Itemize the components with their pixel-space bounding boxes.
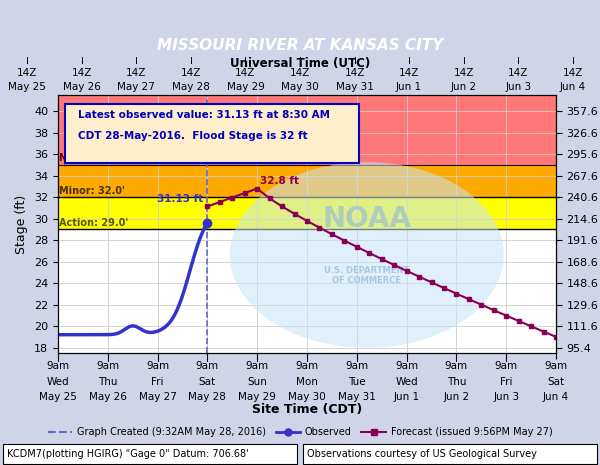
Text: 9am: 9am [494, 361, 518, 371]
Text: 14Z: 14Z [126, 67, 146, 78]
Text: Sat: Sat [547, 377, 565, 387]
Text: Jun 4: Jun 4 [543, 392, 569, 402]
Text: 9am: 9am [345, 361, 368, 371]
Text: Wed: Wed [395, 377, 418, 387]
Bar [58, 229, 556, 353]
Y-axis label: Stage (ft): Stage (ft) [16, 194, 28, 253]
Text: May 28: May 28 [188, 392, 226, 402]
Text: Sun: Sun [247, 377, 267, 387]
Text: 14Z: 14Z [399, 67, 419, 78]
Text: 14Z: 14Z [344, 67, 365, 78]
Text: May 27: May 27 [139, 392, 176, 402]
Text: 9am: 9am [196, 361, 219, 371]
Text: 9am: 9am [544, 361, 568, 371]
Text: 14Z: 14Z [17, 67, 37, 78]
Text: Thu: Thu [98, 377, 118, 387]
Text: 9am: 9am [46, 361, 70, 371]
Text: MISSOURI RIVER AT KANSAS CITY: MISSOURI RIVER AT KANSAS CITY [157, 39, 443, 53]
Text: U.S. DEPARTMENT
OF COMMERCE: U.S. DEPARTMENT OF COMMERCE [324, 266, 409, 286]
Text: May 29: May 29 [227, 82, 265, 92]
Text: 9am: 9am [445, 361, 468, 371]
Text: Jun 1: Jun 1 [394, 392, 419, 402]
Text: May 30: May 30 [288, 392, 326, 402]
Text: Minor: 32.0': Minor: 32.0' [59, 186, 125, 195]
Text: 9am: 9am [245, 361, 269, 371]
Text: May 31: May 31 [335, 82, 373, 92]
Text: Universal Time (UTC): Universal Time (UTC) [230, 57, 370, 70]
Text: May 31: May 31 [338, 392, 376, 402]
Text: 14Z: 14Z [290, 67, 310, 78]
Text: Jun 4: Jun 4 [560, 82, 586, 92]
Text: 14Z: 14Z [563, 67, 583, 78]
Text: Jun 3: Jun 3 [505, 82, 531, 92]
Text: May 25: May 25 [8, 82, 46, 92]
FancyBboxPatch shape [65, 104, 359, 163]
Text: Fri: Fri [151, 377, 164, 387]
Text: Tue: Tue [348, 377, 365, 387]
Text: May 26: May 26 [89, 392, 127, 402]
Text: Wed: Wed [47, 377, 70, 387]
Text: May 29: May 29 [238, 392, 276, 402]
Text: May 26: May 26 [63, 82, 101, 92]
Text: Jun 1: Jun 1 [396, 82, 422, 92]
Text: Observations courtesy of US Geological Survey: Observations courtesy of US Geological S… [307, 449, 537, 458]
Ellipse shape [230, 162, 504, 348]
Text: 14Z: 14Z [235, 67, 256, 78]
Text: 14Z: 14Z [181, 67, 201, 78]
Legend: Graph Created (9:32AM May 28, 2016), Observed, Forecast (issued 9:56PM May 27): Graph Created (9:32AM May 28, 2016), Obs… [44, 423, 556, 441]
Text: Jun 3: Jun 3 [493, 392, 519, 402]
Bar [303, 444, 597, 464]
Text: May 25: May 25 [39, 392, 77, 402]
Text: May 30: May 30 [281, 82, 319, 92]
Bar [3, 444, 297, 464]
Text: Fri: Fri [500, 377, 512, 387]
Text: 31.13 ft: 31.13 ft [157, 194, 203, 204]
Text: Thu: Thu [446, 377, 466, 387]
Text: 14Z: 14Z [71, 67, 92, 78]
Bar [58, 165, 556, 197]
Text: May 27: May 27 [118, 82, 155, 92]
Text: Moderate: 35.0': Moderate: 35.0' [59, 153, 146, 163]
Text: Jun 2: Jun 2 [451, 82, 476, 92]
Text: Site Time (CDT): Site Time (CDT) [252, 403, 362, 416]
Text: 9am: 9am [146, 361, 169, 371]
Text: 9am: 9am [295, 361, 319, 371]
Text: Action: 29.0': Action: 29.0' [59, 218, 128, 228]
Text: 9am: 9am [395, 361, 418, 371]
Text: Sat: Sat [199, 377, 216, 387]
Text: Mon: Mon [296, 377, 318, 387]
Text: CDT 28-May-2016.  Flood Stage is 32 ft: CDT 28-May-2016. Flood Stage is 32 ft [78, 131, 308, 141]
Text: May 28: May 28 [172, 82, 210, 92]
Text: KCDM7(plotting HGIRG) "Gage 0" Datum: 706.68': KCDM7(plotting HGIRG) "Gage 0" Datum: 70… [7, 449, 249, 458]
Text: Latest observed value: 31.13 ft at 8:30 AM: Latest observed value: 31.13 ft at 8:30 … [78, 111, 330, 120]
Text: 32.8 ft: 32.8 ft [260, 176, 299, 186]
Text: 14Z: 14Z [508, 67, 529, 78]
Bar [58, 197, 556, 229]
Text: NOAA: NOAA [322, 205, 411, 233]
Text: 9am: 9am [96, 361, 119, 371]
Text: Jun 2: Jun 2 [443, 392, 469, 402]
Bar [58, 95, 556, 165]
Text: 14Z: 14Z [454, 67, 474, 78]
